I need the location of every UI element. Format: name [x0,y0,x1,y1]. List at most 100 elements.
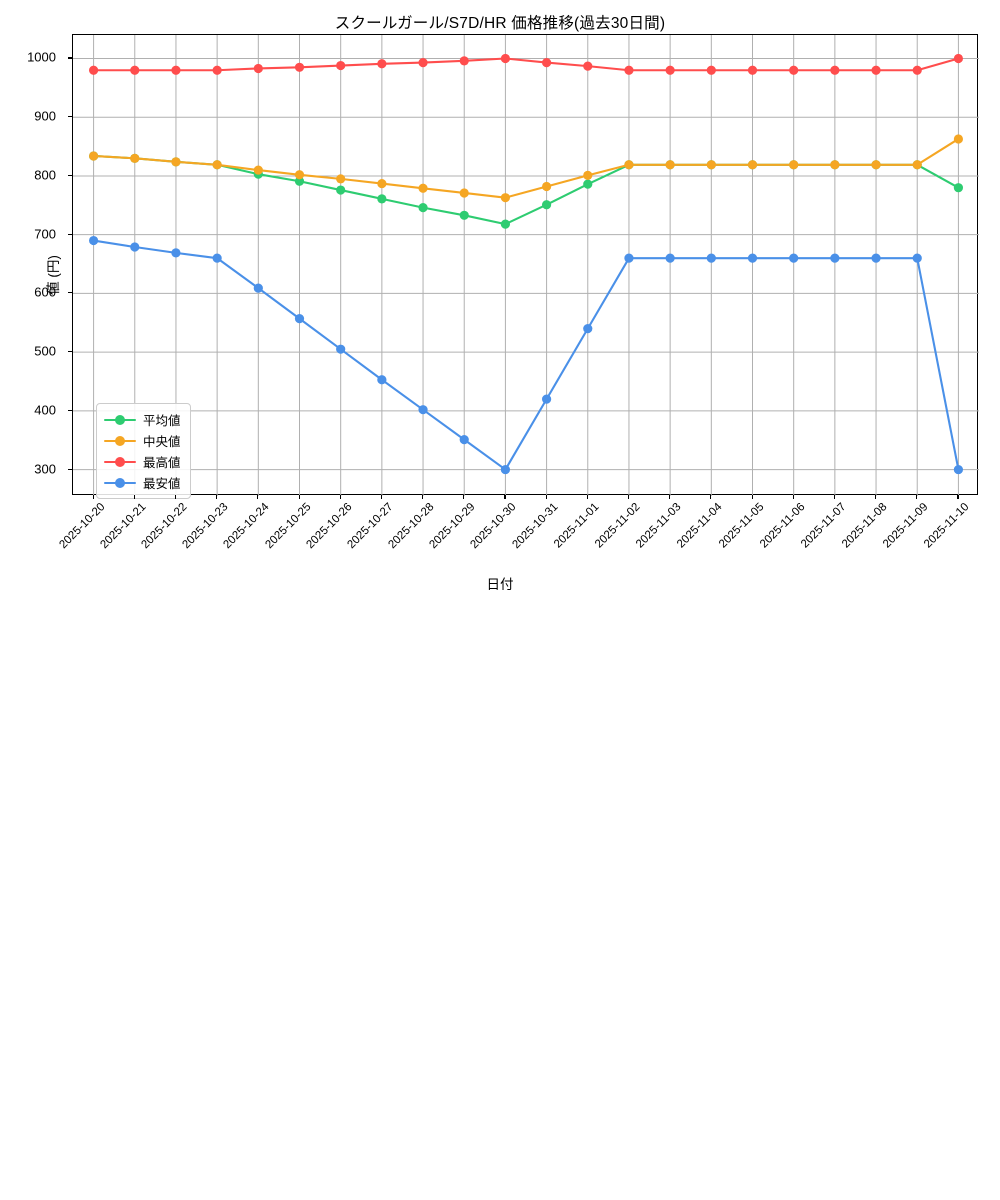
data-point [294,62,305,72]
y-tick-mark [68,468,72,470]
data-point [953,464,964,475]
data-point [212,160,222,170]
data-point [583,61,593,71]
data-point [459,56,469,66]
data-point [912,253,922,263]
data-point [583,324,593,334]
legend-item: 最高値 [104,451,181,472]
data-point [541,200,552,210]
chart-legend: 平均値中央値最高値最安値 [96,403,191,499]
x-tick-mark [92,495,94,499]
legend-label: 最高値 [143,456,181,470]
x-tick-mark [216,495,218,499]
x-tick-mark [833,495,835,499]
legend-swatch-icon [104,435,136,447]
legend-swatch-icon [104,414,136,426]
data-point [830,160,840,170]
gridlines [73,35,979,496]
data-point [747,253,758,263]
legend-item: 平均値 [104,409,181,430]
legend-label: 中央値 [143,435,181,449]
data-point [336,60,346,71]
data-point [953,134,964,144]
data-point [541,181,552,192]
data-point [665,160,675,170]
data-point [953,183,964,193]
x-tick-mark [545,495,547,499]
x-tick-mark [380,495,382,499]
data-series-layer [88,53,964,475]
y-tick-label: 500 [34,343,56,359]
data-point [789,65,799,75]
data-point [130,65,140,75]
y-tick-mark [68,233,72,235]
data-point [912,65,922,75]
data-point [171,248,181,258]
series-line [92,57,960,72]
x-tick-mark [792,495,794,499]
data-point [541,58,552,68]
x-tick-mark [875,495,877,499]
data-point [212,253,222,263]
x-axis-tick-labels: 2025-10-20 2025-10-21 2025-10-22 2025-10-23… [0,495,1000,575]
data-point [624,65,634,75]
data-point [130,242,140,252]
data-point [871,160,881,170]
legend-marker-dot [115,414,125,425]
data-point [871,65,881,75]
y-tick-mark [68,351,72,353]
data-point [747,65,758,75]
data-point [912,160,922,170]
legend-swatch-icon [104,456,136,468]
data-point [871,253,881,263]
y-tick-label: 600 [34,284,56,300]
data-point [500,219,511,229]
y-tick-mark [68,409,72,411]
y-tick-label: 1000 [27,49,56,65]
data-point [336,344,346,354]
data-point [336,185,346,195]
data-point [541,394,552,404]
x-tick-mark [339,495,341,499]
data-point [500,53,511,64]
data-point [706,253,716,263]
x-tick-mark [504,495,506,499]
x-tick-mark [298,495,300,499]
x-tick-mark [586,495,588,499]
y-tick-label: 900 [34,108,56,124]
data-point [88,65,99,75]
data-point [377,194,387,204]
y-tick-label: 700 [34,226,56,242]
data-point [88,151,99,161]
data-point [500,464,511,475]
data-point [747,160,758,170]
data-point [171,157,181,167]
data-point [377,178,387,189]
data-point [253,165,263,175]
data-point [418,58,428,68]
x-tick-mark [916,495,918,499]
data-point [459,210,469,220]
data-point [624,160,634,170]
legend-marker-dot [115,456,125,467]
data-point [294,170,305,180]
y-tick-label: 400 [34,402,56,418]
data-point [212,65,222,75]
data-point [500,193,511,203]
data-point [418,183,428,193]
x-tick-mark [710,495,712,499]
data-point [953,53,964,64]
data-point [789,253,799,263]
data-point [253,283,263,293]
data-point [418,203,428,213]
data-point [171,65,181,75]
data-point [830,253,840,263]
data-point [336,174,346,184]
x-tick-mark [257,495,259,499]
y-tick-label: 300 [34,461,56,477]
y-tick-label: 800 [34,167,56,183]
legend-marker-dot [115,477,125,488]
series-line [92,239,960,471]
data-point [706,65,716,75]
legend-label: 最安値 [143,477,181,491]
